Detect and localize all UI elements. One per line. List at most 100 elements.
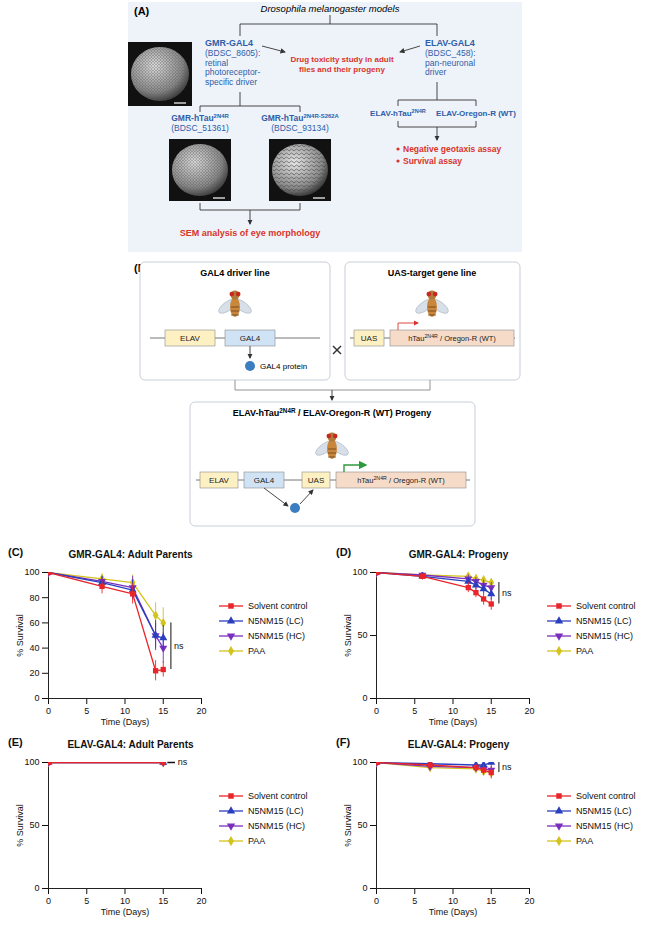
svg-text:Negative geotaxis assay: Negative geotaxis assay <box>403 144 502 154</box>
svg-text:5: 5 <box>412 706 417 716</box>
svg-text:0: 0 <box>46 706 51 716</box>
html-text:Solvent control: Solvent control <box>576 600 636 611</box>
svg-text:0: 0 <box>34 883 39 893</box>
svg-text:GMR-hTau2N4R: GMR-hTau2N4R <box>171 113 229 123</box>
svg-text:ns: ns <box>178 757 188 767</box>
html-text:Solvent control: Solvent control <box>248 600 308 611</box>
svg-text:100: 100 <box>24 567 39 577</box>
svg-text:50: 50 <box>29 820 39 830</box>
svg-text:hTau2N4R / Oregon-R (WT): hTau2N4R / Oregon-R (WT) <box>357 475 445 485</box>
html-text:N5NM15 (HC): N5NM15 (HC) <box>576 630 633 641</box>
svg-text:ELAV-hTau2N4R: ELAV-hTau2N4R <box>370 108 426 118</box>
html-text:N5NM15 (HC): N5NM15 (HC) <box>248 630 305 641</box>
svg-text:ELAV: ELAV <box>180 334 201 343</box>
html-text:PAA: PAA <box>248 835 266 846</box>
svg-text:0: 0 <box>362 883 367 893</box>
svg-text:0: 0 <box>34 693 39 703</box>
svg-text:GMR-GAL4: GMR-GAL4 <box>205 38 253 48</box>
svg-text:% Survival: % Survival <box>15 614 25 657</box>
svg-text:20: 20 <box>29 668 39 678</box>
html-text:N5NM15 (LC): N5NM15 (LC) <box>576 615 632 626</box>
svg-text:15: 15 <box>486 896 496 906</box>
svg-text:40: 40 <box>29 643 39 653</box>
svg-text:Survival assay: Survival assay <box>403 156 462 166</box>
svg-text:10: 10 <box>120 896 130 906</box>
svg-text:20: 20 <box>196 896 206 906</box>
html-text:(E): (E) <box>8 736 23 748</box>
html-text:ELAV-GAL4: Adult Parents: ELAV-GAL4: Adult Parents <box>67 739 194 750</box>
svg-text:20: 20 <box>524 706 534 716</box>
html-text:(D): (D) <box>336 546 352 558</box>
svg-text:retinal: retinal <box>205 58 228 68</box>
svg-text:Time (Days): Time (Days) <box>101 907 150 917</box>
html-text:GMR-GAL4: Adult Parents: GMR-GAL4: Adult Parents <box>68 549 193 560</box>
svg-text:0: 0 <box>374 896 379 906</box>
svg-text:10: 10 <box>448 706 458 716</box>
svg-text:0: 0 <box>362 693 367 703</box>
html-text:(F): (F) <box>336 736 350 748</box>
svg-text:10: 10 <box>120 706 130 716</box>
svg-text:0: 0 <box>46 896 51 906</box>
svg-text:Time (Days): Time (Days) <box>429 907 478 917</box>
svg-text:UAS-target gene line: UAS-target gene line <box>388 268 477 278</box>
html-text:N5NM15 (HC): N5NM15 (HC) <box>248 820 305 831</box>
svg-text:GAL4 driver line: GAL4 driver line <box>200 268 270 278</box>
html-text:GMR-GAL4: Progeny: GMR-GAL4: Progeny <box>408 549 509 560</box>
svg-text:specific driver: specific driver <box>205 77 257 87</box>
svg-text:20: 20 <box>196 706 206 716</box>
svg-text:% Survival: % Survival <box>343 804 353 847</box>
svg-text:20: 20 <box>524 896 534 906</box>
svg-text:15: 15 <box>158 706 168 716</box>
svg-text:GAL4: GAL4 <box>240 334 261 343</box>
html-text:PAA: PAA <box>576 645 594 656</box>
svg-text:100: 100 <box>352 757 367 767</box>
svg-text:60: 60 <box>29 618 39 628</box>
svg-text:(A): (A) <box>134 5 150 17</box>
svg-text:100: 100 <box>352 567 367 577</box>
html-text:(C): (C) <box>8 546 24 558</box>
svg-text:5: 5 <box>84 706 89 716</box>
html-text:Solvent control: Solvent control <box>248 790 308 801</box>
svg-text:Time (Days): Time (Days) <box>429 717 478 727</box>
html-text:PAA: PAA <box>248 645 266 656</box>
svg-text:GAL4: GAL4 <box>254 476 275 485</box>
svg-text:UAS: UAS <box>361 334 377 343</box>
html-text:N5NM15 (LC): N5NM15 (LC) <box>248 805 304 816</box>
svg-text:5: 5 <box>412 896 417 906</box>
svg-text:GAL4 protein: GAL4 protein <box>260 362 307 371</box>
svg-text:Time (Days): Time (Days) <box>101 717 150 727</box>
svg-text:hTau2N4R / Oregon-R (WT): hTau2N4R / Oregon-R (WT) <box>408 333 496 343</box>
html-text:N5NM15 (LC): N5NM15 (LC) <box>248 615 304 626</box>
svg-text:(BDSC_51361): (BDSC_51361) <box>171 123 229 133</box>
svg-text:100: 100 <box>24 757 39 767</box>
svg-text:ELAV-GAL4: ELAV-GAL4 <box>425 38 475 48</box>
svg-text:Drug toxicity study in adult: Drug toxicity study in adult <box>290 55 393 64</box>
svg-text:pan-neuronal: pan-neuronal <box>425 58 475 68</box>
svg-text:ns: ns <box>174 641 184 651</box>
svg-text:50: 50 <box>357 820 367 830</box>
svg-text:photoreceptor-: photoreceptor- <box>205 67 260 77</box>
svg-text:80: 80 <box>29 593 39 603</box>
svg-text:0: 0 <box>374 706 379 716</box>
svg-text:ELAV-hTau2N4R / ELAV-Oregon-R: ELAV-hTau2N4R / ELAV-Oregon-R (WT) Proge… <box>233 407 432 419</box>
svg-text:SEM analysis of eye morphology: SEM analysis of eye morphology <box>180 228 321 238</box>
svg-text:ELAV-Oregon-R (WT): ELAV-Oregon-R (WT) <box>436 109 516 118</box>
svg-text:ELAV: ELAV <box>209 476 230 485</box>
svg-text:GMR-hTau2N4R-S262A: GMR-hTau2N4R-S262A <box>261 113 339 123</box>
svg-text:(BDSC_458):: (BDSC_458): <box>425 48 476 58</box>
svg-text:(BDSC_93134): (BDSC_93134) <box>271 123 329 133</box>
svg-text:ns: ns <box>502 762 512 772</box>
svg-text:10: 10 <box>448 896 458 906</box>
svg-text:ns: ns <box>502 588 512 598</box>
svg-text:driver: driver <box>425 67 446 77</box>
svg-text:(BDSC_8605):: (BDSC_8605): <box>205 48 260 58</box>
svg-text:5: 5 <box>84 896 89 906</box>
svg-text:15: 15 <box>486 706 496 716</box>
svg-text:UAS: UAS <box>308 476 324 485</box>
svg-text:% Survival: % Survival <box>343 614 353 657</box>
svg-text:Drosophila melanogaster models: Drosophila melanogaster models <box>261 3 400 14</box>
svg-text:15: 15 <box>158 896 168 906</box>
svg-text:50: 50 <box>357 630 367 640</box>
svg-text:% Survival: % Survival <box>15 804 25 847</box>
svg-text:flies and their progeny: flies and their progeny <box>299 65 385 74</box>
